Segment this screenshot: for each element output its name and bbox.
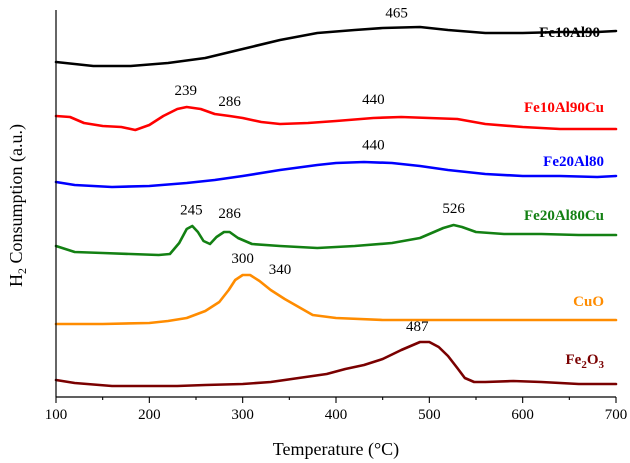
peak-label: 487 (406, 319, 429, 335)
peak-label: 440 (362, 137, 385, 153)
series-line (54, 160, 618, 189)
x-tick-label: 400 (325, 407, 348, 423)
series-line (54, 223, 618, 257)
y-axis-title: H2 Consumption (a.u.) (6, 124, 29, 287)
series-label-part: Fe20Al80Cu (524, 208, 604, 224)
series-label-part: Fe10Al90Cu (524, 100, 604, 116)
x-tick-label: 300 (231, 407, 254, 423)
series-label-part: Fe (566, 352, 582, 368)
peak-label: 300 (231, 251, 254, 267)
y-title-part: Consumption (a.u.) (6, 124, 27, 268)
series-label: Fe2O3 (566, 352, 605, 371)
y-title-part: H (6, 274, 26, 287)
peak-label: 245 (180, 203, 203, 219)
series-label-part: Fe20Al80 (543, 154, 604, 170)
peak-label: 286 (218, 94, 241, 110)
series-label-subscript: 2 (581, 359, 587, 371)
series-line (54, 105, 618, 132)
peak-label: 526 (442, 201, 465, 217)
series-label: Fe10Al90Cu (524, 100, 604, 116)
series-line (54, 340, 618, 388)
series-label-part: CuO (573, 294, 604, 310)
peak-label: 286 (218, 206, 241, 222)
x-tick-label: 100 (45, 407, 68, 423)
x-tick-label: 500 (418, 407, 441, 423)
x-tick-label: 700 (605, 407, 628, 423)
axes-layer: 100 200 300 400 500 600 700 (45, 10, 628, 423)
series-label-part: Fe10Al90 (539, 25, 600, 41)
series-label-subscript: 3 (599, 359, 605, 371)
series-label-part: O (587, 352, 599, 368)
series-layer: Fe10Al90 465 Fe10Al90Cu 239 286 440 Fe20Al80 44… (54, 6, 618, 388)
peak-label: 340 (269, 262, 292, 278)
x-tick-label: 200 (138, 407, 161, 423)
x-axis-title: Temperature (°C) (273, 439, 399, 460)
series-label: Fe20Al80Cu (524, 208, 604, 224)
x-tick-label: 600 (511, 407, 534, 423)
peak-label: 239 (174, 83, 197, 99)
series-label: Fe10Al90 (539, 25, 600, 41)
peak-label: 465 (385, 6, 408, 22)
series-label: Fe20Al80 (543, 154, 604, 170)
peak-label: 440 (362, 92, 385, 108)
series-line (54, 25, 618, 68)
series-line (54, 273, 618, 326)
y-title-subscript: 2 (15, 268, 29, 274)
series-label: CuO (573, 294, 604, 310)
